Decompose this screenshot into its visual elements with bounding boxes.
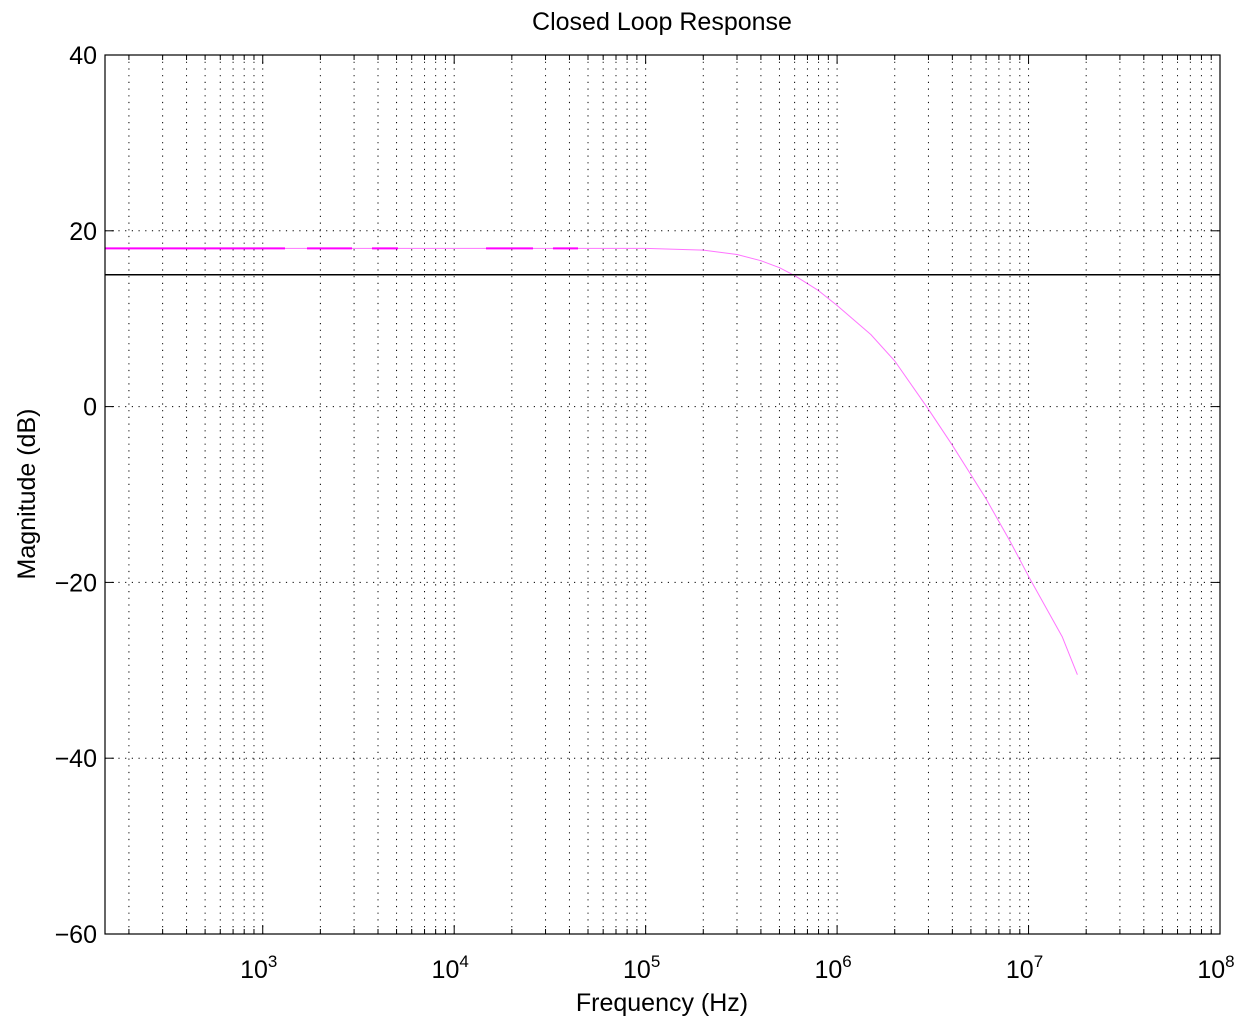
y-tick-label: −20 [55,569,97,597]
chart-title: Closed Loop Response [532,8,792,36]
grid-lines [105,55,1220,934]
y-tick-label: 20 [69,218,97,246]
x-axis-label: Frequency (Hz) [576,989,748,1017]
tick-marks [105,54,1220,935]
plot-frame [104,54,1221,935]
x-tick-label: 108 [1197,952,1234,984]
y-axis-label: Magnitude (dB) [13,409,41,580]
y-tick-label: 0 [83,394,97,422]
series-line-1 [105,247,1078,675]
x-tick-label: 106 [814,952,851,984]
x-tick-label: 104 [432,952,469,984]
y-tick-label: −40 [55,745,97,773]
y-tick-label: 40 [69,42,97,70]
series-group [105,247,1220,675]
x-tick-labels: 103 104 105 106 107 108 [240,952,1235,984]
y-tick-label: −60 [55,921,97,949]
y-tick-labels: 40 20 0 −20 −40 −60 [55,42,97,949]
x-tick-label: 105 [623,952,660,984]
x-tick-label: 107 [1006,952,1043,984]
x-tick-label: 103 [240,952,277,984]
